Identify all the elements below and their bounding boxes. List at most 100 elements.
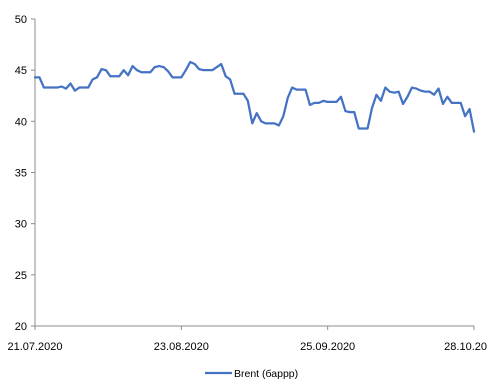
data-point (43, 87, 45, 89)
y-tick-label: 25 (15, 270, 27, 282)
data-point (229, 78, 231, 80)
data-point (296, 89, 298, 91)
data-point (105, 69, 107, 71)
data-point (446, 96, 448, 98)
data-point (451, 102, 453, 104)
data-point (207, 69, 209, 71)
data-point (87, 87, 89, 89)
data-point (198, 68, 200, 70)
data-point (216, 66, 218, 68)
data-point (225, 75, 227, 77)
data-point (101, 68, 103, 70)
data-point (469, 108, 471, 110)
data-point (367, 128, 369, 130)
data-point (185, 69, 187, 71)
data-point (171, 76, 173, 78)
data-point (353, 111, 355, 113)
data-point (96, 76, 98, 78)
data-point (442, 103, 444, 105)
data-point (455, 102, 457, 104)
data-point (344, 110, 346, 112)
data-point (349, 111, 351, 113)
data-point (234, 93, 236, 95)
data-point (322, 100, 324, 102)
x-tick-label: 23.08.2020 (154, 341, 209, 353)
data-point (163, 66, 165, 68)
data-point (473, 131, 475, 133)
y-tick-label: 40 (15, 116, 27, 128)
data-point (149, 71, 151, 73)
data-point (389, 91, 391, 93)
data-point (265, 122, 267, 124)
y-axis-ticks: 20 25 30 35 40 45 50 (15, 14, 35, 333)
data-point (402, 103, 404, 105)
data-point (127, 74, 129, 76)
data-point (145, 71, 147, 73)
data-point (460, 102, 462, 104)
data-point (415, 88, 417, 90)
data-point (273, 122, 275, 124)
legend-label: Brent (баррр) (234, 368, 298, 380)
data-point (251, 122, 253, 124)
data-point (304, 89, 306, 91)
data-point (464, 115, 466, 117)
data-point (109, 75, 111, 77)
data-point (411, 87, 413, 89)
data-point (438, 88, 440, 90)
data-point (220, 63, 222, 65)
data-point (406, 96, 408, 98)
data-point (384, 87, 386, 89)
data-point (158, 65, 160, 67)
data-point (167, 70, 169, 72)
data-point (176, 76, 178, 78)
data-point (78, 87, 80, 89)
series-line-brent (33, 60, 476, 133)
data-point (291, 87, 293, 89)
y-tick-label: 30 (15, 219, 27, 231)
data-point (238, 93, 240, 95)
y-tick-label: 45 (15, 65, 27, 77)
data-point (371, 107, 373, 109)
data-point (336, 101, 338, 103)
data-point (433, 94, 435, 96)
data-point (340, 96, 342, 98)
data-point (429, 91, 431, 93)
series-layer (33, 60, 476, 133)
data-point (69, 82, 71, 84)
data-point (278, 124, 280, 126)
y-tick-label: 20 (15, 321, 27, 333)
x-tick-label: 25.09.2020 (300, 341, 355, 353)
data-point (194, 63, 196, 65)
data-point (260, 120, 262, 122)
data-point (309, 104, 311, 106)
data-point (358, 128, 360, 130)
y-tick-label: 50 (15, 14, 27, 26)
data-point (287, 97, 289, 99)
data-point (300, 89, 302, 91)
data-point (269, 122, 271, 124)
data-point (282, 115, 284, 117)
data-point (331, 101, 333, 103)
data-point (47, 87, 49, 89)
data-point (189, 61, 191, 63)
data-point (327, 101, 329, 103)
data-point (140, 71, 142, 73)
data-point (65, 88, 67, 90)
data-point (83, 87, 85, 89)
data-point (118, 75, 120, 77)
data-point (52, 87, 54, 89)
data-point (74, 90, 76, 92)
data-point (256, 112, 258, 114)
data-point (34, 76, 36, 78)
data-point (61, 86, 63, 88)
data-point (136, 69, 138, 71)
data-point (154, 66, 156, 68)
data-point (132, 65, 134, 67)
data-point (398, 91, 400, 93)
data-point (380, 100, 382, 102)
data-point (424, 91, 426, 93)
data-point (375, 94, 377, 96)
x-axis-ticks: 21.07.2020 23.08.2020 25.09.2020 28.10.20 (7, 326, 487, 353)
data-point (318, 102, 320, 104)
